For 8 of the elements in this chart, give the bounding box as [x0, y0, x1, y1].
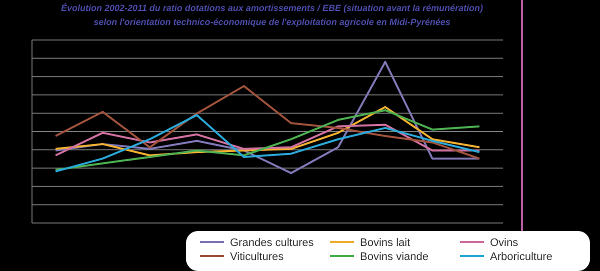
legend-label: Viticultures [230, 251, 284, 263]
legend-label: Ovins [490, 237, 519, 249]
chart-subtitle: selon l'orientation technico-économique de l'exploitation agricole en Midi-Pyrénées [94, 17, 450, 27]
legend-label: Arboriculture [490, 251, 552, 263]
chart-title: Évolution 2002-2011 du ratio dotations aux amortissements / EBE (situation avant la rémunération) [61, 3, 483, 13]
legend-label: Bovins viande [360, 251, 428, 263]
legend-label: Bovins lait [360, 237, 410, 249]
legend-label: Grandes cultures [230, 237, 314, 249]
